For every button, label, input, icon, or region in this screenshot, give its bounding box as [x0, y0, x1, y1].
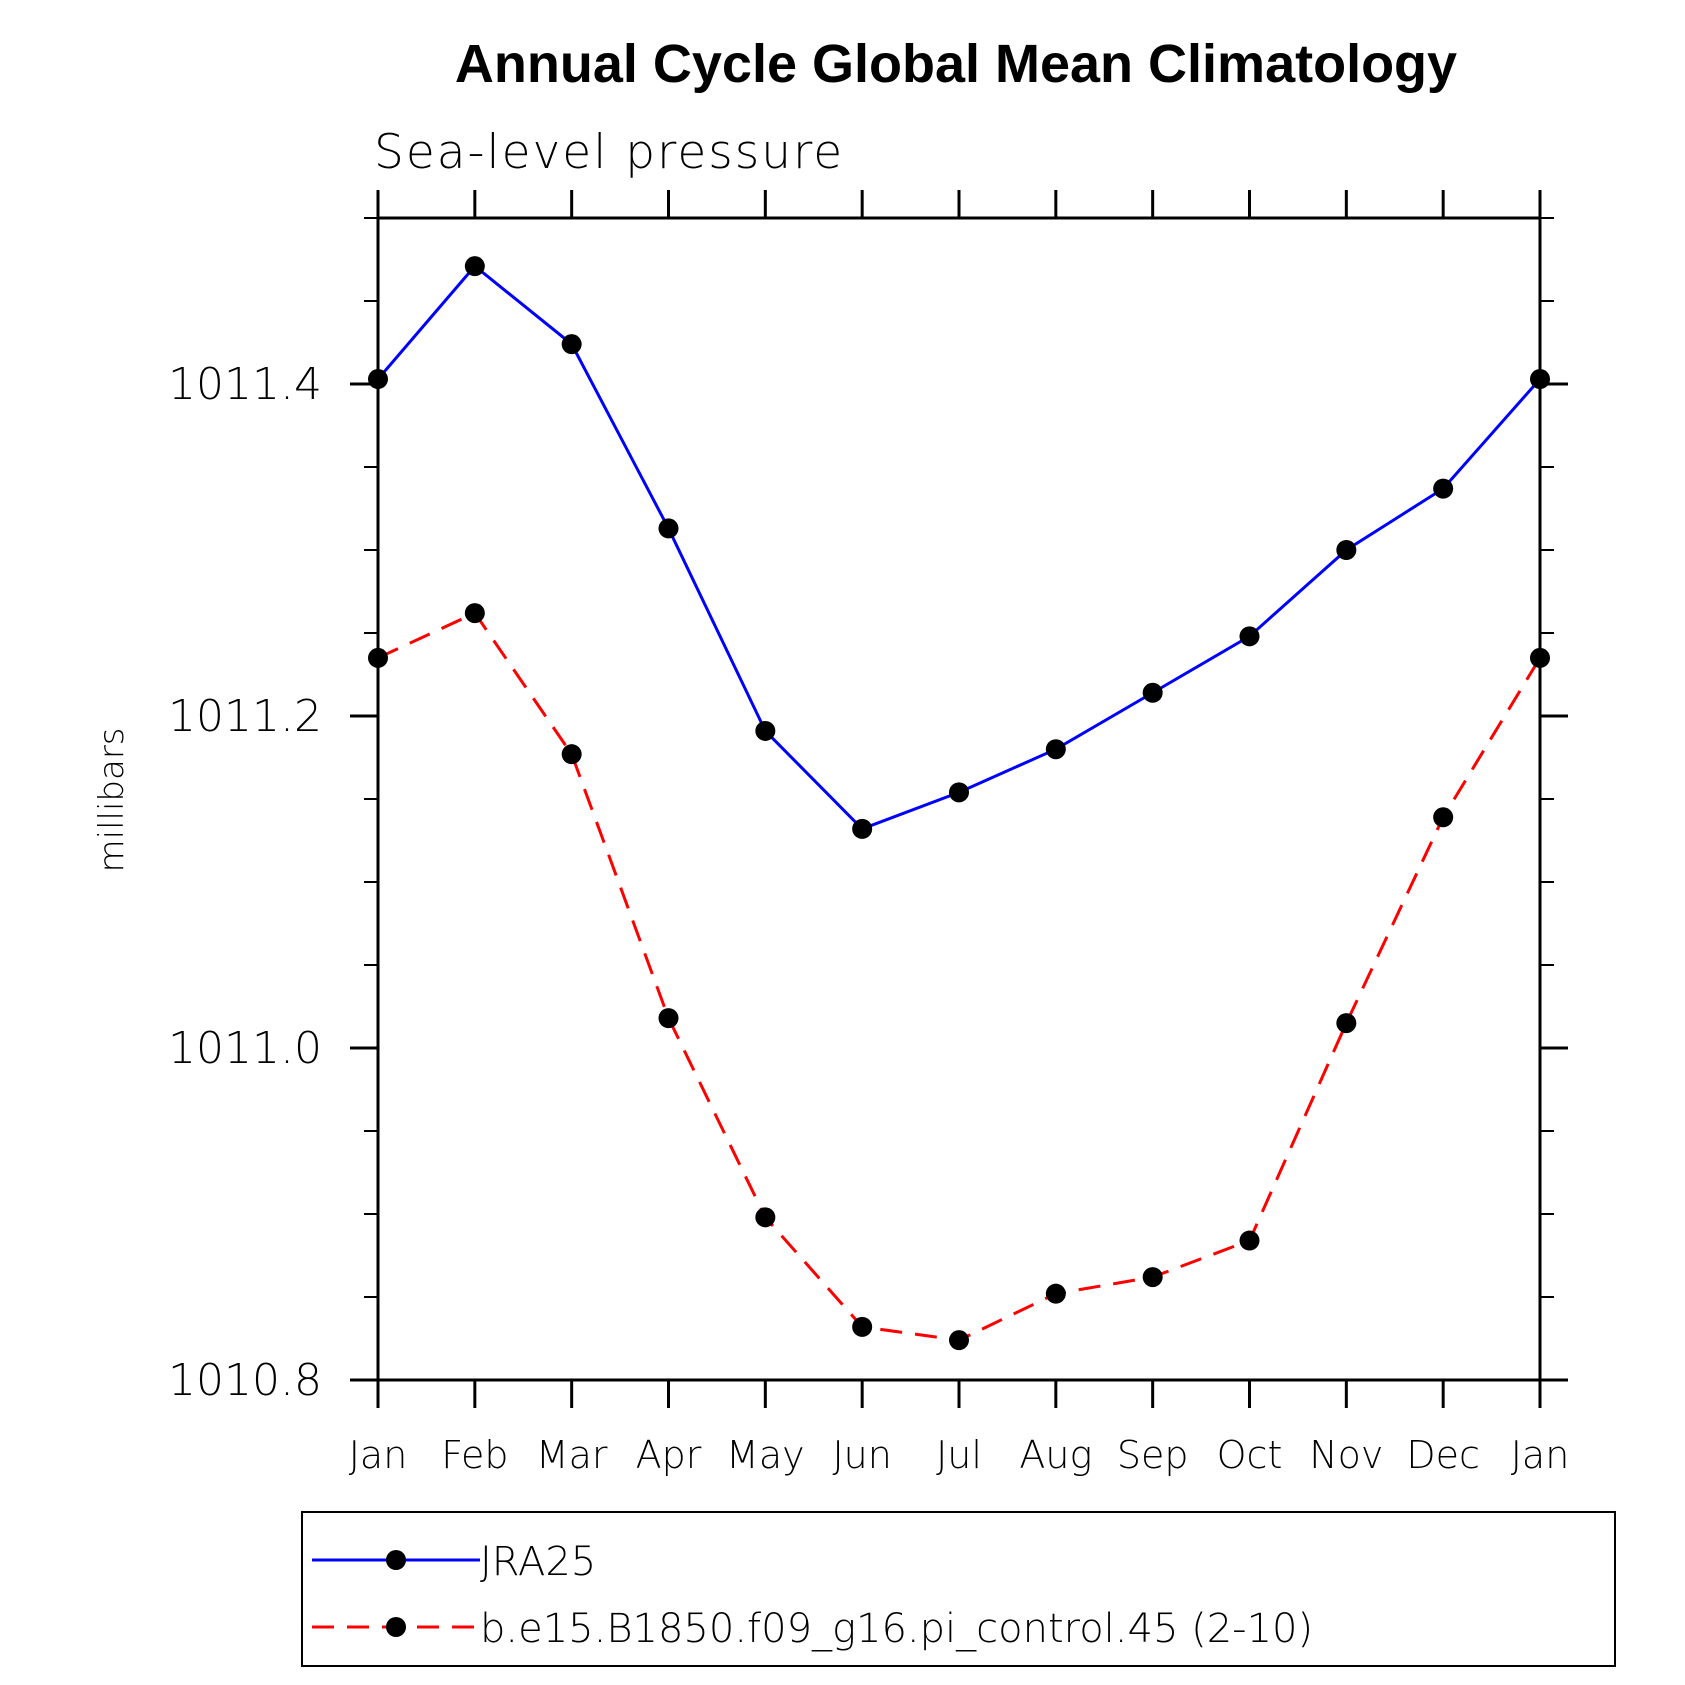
data-point — [1142, 1267, 1163, 1288]
data-point — [1530, 647, 1550, 668]
x-tick-label: Aug — [1019, 1433, 1092, 1477]
x-tick-label: Oct — [1217, 1433, 1283, 1477]
legend-marker — [386, 1617, 406, 1637]
x-tick-label: Jan — [349, 1433, 408, 1477]
x-tick-label: Jun — [832, 1433, 891, 1477]
chart-title: Annual Cycle Global Mean Climatology — [455, 34, 1457, 94]
data-point — [1530, 369, 1550, 390]
data-point — [755, 720, 776, 741]
x-tick-label: Jan — [1511, 1433, 1570, 1477]
series-layer — [368, 256, 1550, 1351]
data-point — [1239, 626, 1260, 647]
axes: Jan Feb Mar Apr May Jun Jul Aug Sep Oct Nov Dec Jan 1… — [168, 190, 1569, 1477]
y-axis-label: millibars — [92, 727, 132, 872]
y-tick-label: 1011.2 — [168, 691, 322, 742]
series-line-2 — [377, 611, 1542, 1342]
data-point — [1433, 478, 1454, 499]
legend-marker — [386, 1550, 406, 1570]
data-point — [1239, 1230, 1260, 1251]
x-tick-label: May — [726, 1433, 805, 1477]
data-point — [1142, 682, 1163, 703]
x-tick-label: Mar — [536, 1433, 608, 1477]
y-tick-label: 1011.4 — [168, 359, 322, 410]
legend-label-1: JRA25 — [480, 1539, 596, 1585]
data-point — [1336, 540, 1357, 560]
y-tick-label: 1011.0 — [168, 1023, 322, 1074]
data-point — [1433, 807, 1454, 828]
x-tick-label: Nov — [1309, 1433, 1383, 1477]
data-point — [658, 1008, 679, 1029]
data-point — [949, 1330, 969, 1351]
legend-label-2: b.e15.B1850.f09_g16.pi_control.45 (2-10) — [480, 1606, 1313, 1652]
data-point — [1045, 1283, 1066, 1304]
data-point — [561, 744, 582, 765]
legend-box — [301, 1511, 1616, 1667]
y-tick-label: 1010.8 — [168, 1355, 322, 1406]
data-point — [368, 369, 388, 390]
x-tick-label: Jul — [936, 1433, 982, 1477]
x-tick-label: Apr — [636, 1433, 702, 1477]
x-tick-label: Feb — [441, 1433, 508, 1477]
data-point — [755, 1207, 776, 1228]
data-point — [368, 647, 388, 668]
x-tick-label: Dec — [1406, 1433, 1480, 1477]
data-point — [464, 256, 485, 277]
data-point — [464, 603, 485, 624]
chart-subtitle: Sea-level pressure — [374, 125, 844, 180]
data-point — [949, 782, 969, 803]
series-line-1 — [376, 264, 1542, 831]
data-point — [852, 1316, 873, 1337]
data-point — [1045, 739, 1066, 760]
data-point — [852, 818, 873, 839]
data-point — [1336, 1013, 1357, 1034]
legend: JRA25 b.e15.B1850.f09_g16.pi_control.45 (… — [301, 1511, 1616, 1667]
data-point — [561, 334, 582, 355]
x-tick-label: Sep — [1117, 1433, 1189, 1477]
data-point — [658, 518, 679, 539]
